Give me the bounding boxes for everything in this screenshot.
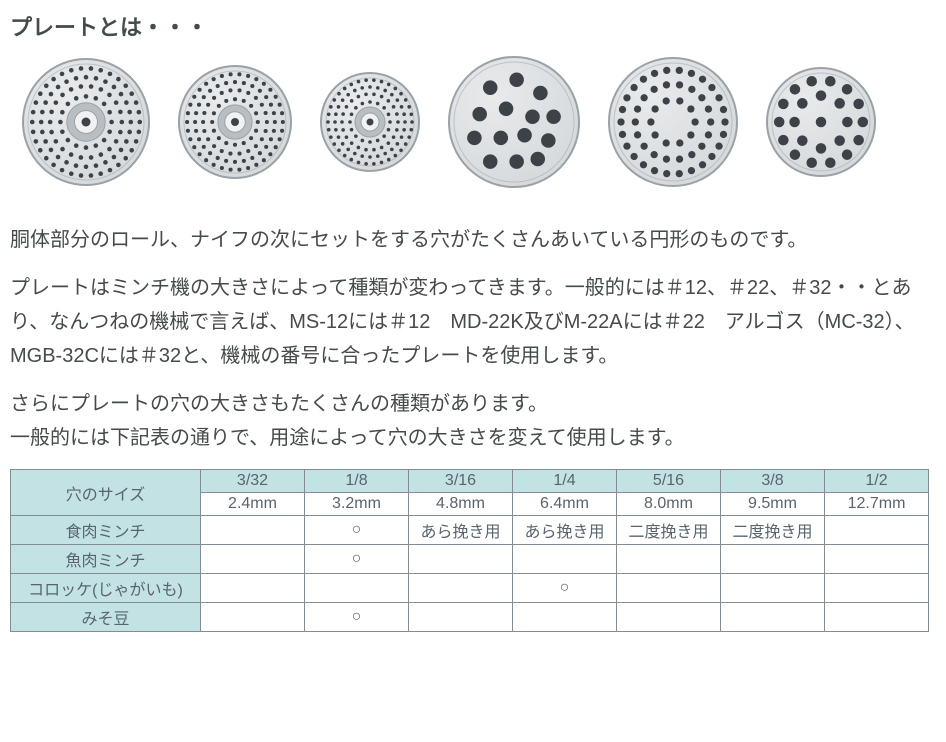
row-label-0: 食肉ミンチ — [11, 516, 201, 545]
table-corner: 穴のサイズ — [11, 470, 201, 516]
cell-1-3 — [513, 545, 617, 574]
paragraph-2: プレートはミンチ機の大きさによって種類が変わってきます。一般的には＃12、＃22… — [10, 271, 936, 373]
cell-2-3: ○ — [513, 574, 617, 603]
cell-2-4 — [617, 574, 721, 603]
plate-image-1 — [22, 58, 150, 191]
cell-2-2 — [409, 574, 513, 603]
cell-2-5 — [721, 574, 825, 603]
cell-1-1: ○ — [305, 545, 409, 574]
cell-1-0 — [201, 545, 305, 574]
page-title: プレートとは・・・ — [10, 10, 936, 42]
cell-1-5 — [721, 545, 825, 574]
paragraph-1: 胴体部分のロール、ナイフの次にセットをする穴がたくさんあいている円形のものです。 — [10, 223, 936, 257]
row-label-3: みそ豆 — [11, 603, 201, 632]
plate-image-3 — [320, 72, 420, 177]
col-frac-6: 1/2 — [825, 470, 929, 493]
cell-3-2 — [409, 603, 513, 632]
cell-1-6 — [825, 545, 929, 574]
cell-0-1: ○ — [305, 516, 409, 545]
cell-0-2: あら挽き用 — [409, 516, 513, 545]
cell-0-4: 二度挽き用 — [617, 516, 721, 545]
plates-illustration — [10, 50, 936, 209]
plate-image-4 — [448, 56, 580, 193]
cell-3-0 — [201, 603, 305, 632]
cell-2-0 — [201, 574, 305, 603]
size-table: 穴のサイズ3/321/83/161/45/163/81/2 2.4mm3.2mm4… — [10, 469, 929, 632]
col-mm-3: 6.4mm — [513, 493, 617, 516]
col-mm-2: 4.8mm — [409, 493, 513, 516]
row-label-2: コロッケ(じゃがいも) — [11, 574, 201, 603]
col-mm-1: 3.2mm — [305, 493, 409, 516]
cell-3-6 — [825, 603, 929, 632]
cell-3-5 — [721, 603, 825, 632]
cell-1-4 — [617, 545, 721, 574]
col-frac-3: 1/4 — [513, 470, 617, 493]
cell-0-5: 二度挽き用 — [721, 516, 825, 545]
col-mm-5: 9.5mm — [721, 493, 825, 516]
plate-image-5 — [608, 57, 738, 192]
cell-2-6 — [825, 574, 929, 603]
col-mm-0: 2.4mm — [201, 493, 305, 516]
cell-3-3 — [513, 603, 617, 632]
col-frac-0: 3/32 — [201, 470, 305, 493]
col-frac-5: 3/8 — [721, 470, 825, 493]
cell-0-6 — [825, 516, 929, 545]
paragraph-3: さらにプレートの穴の大きさもたくさんの種類があります。一般的には下記表の通りで、… — [10, 387, 936, 455]
col-mm-4: 8.0mm — [617, 493, 721, 516]
plate-image-6 — [766, 67, 876, 182]
cell-0-3: あら挽き用 — [513, 516, 617, 545]
row-label-1: 魚肉ミンチ — [11, 545, 201, 574]
cell-3-1: ○ — [305, 603, 409, 632]
cell-2-1 — [305, 574, 409, 603]
col-frac-1: 1/8 — [305, 470, 409, 493]
col-mm-6: 12.7mm — [825, 493, 929, 516]
cell-3-4 — [617, 603, 721, 632]
plate-image-2 — [178, 65, 292, 184]
cell-1-2 — [409, 545, 513, 574]
col-frac-2: 3/16 — [409, 470, 513, 493]
cell-0-0 — [201, 516, 305, 545]
col-frac-4: 5/16 — [617, 470, 721, 493]
